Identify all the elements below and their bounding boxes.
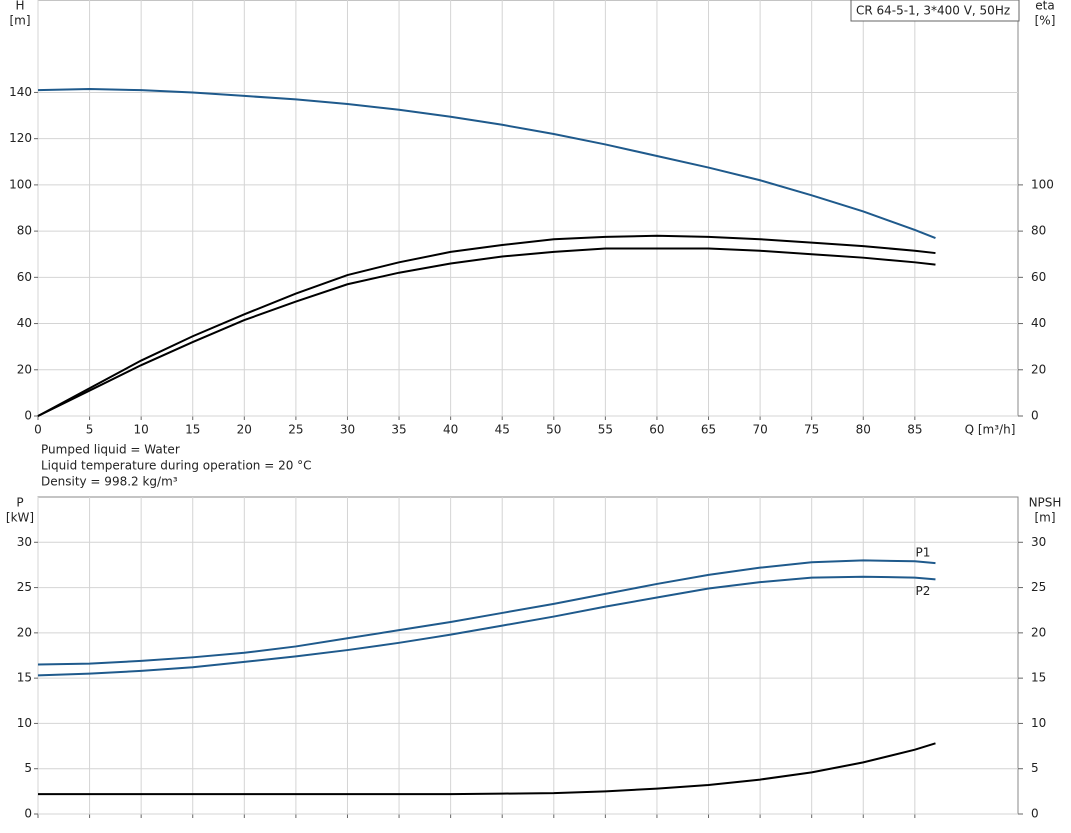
- plot-area: [37, 496, 1019, 815]
- x-tick-label: 15: [185, 423, 200, 437]
- y-tick-label: 140: [9, 85, 32, 99]
- x-tick-label: 25: [288, 423, 303, 437]
- curve: [37, 234, 936, 417]
- y2-tick-label: 25: [1031, 580, 1046, 594]
- plot-area: [37, 0, 1019, 417]
- y-axis-label: P: [16, 496, 23, 510]
- y-axis-label: [kW]: [6, 511, 34, 525]
- y2-tick-label: 100: [1031, 177, 1054, 191]
- curve-label: P1: [915, 546, 930, 560]
- x-tick-label: 5: [86, 423, 94, 437]
- y-tick-label: 100: [9, 177, 32, 191]
- chart-title: CR 64-5-1, 3*400 V, 50Hz: [856, 4, 1010, 18]
- y-tick-label: 80: [17, 224, 32, 238]
- x-tick-label: 75: [804, 423, 819, 437]
- y-tick-label: 20: [17, 625, 32, 639]
- y-tick-label: 30: [17, 535, 32, 549]
- y2-axis-label: [%]: [1035, 14, 1056, 28]
- curve: [37, 575, 936, 677]
- x-tick-label: 20: [237, 423, 252, 437]
- x-axis-label: Q [m³/h]: [965, 423, 1016, 437]
- y2-tick-label: 60: [1031, 270, 1046, 284]
- y2-tick-label: 20: [1031, 625, 1046, 639]
- y-tick-label: 10: [17, 716, 32, 730]
- curve: [37, 87, 936, 239]
- y2-tick-label: 30: [1031, 535, 1046, 549]
- x-tick-label: 80: [856, 423, 871, 437]
- x-tick-label: 65: [701, 423, 716, 437]
- y2-tick-label: 0: [1031, 807, 1039, 821]
- y2-tick-label: 0: [1031, 409, 1039, 423]
- y-tick-label: 20: [17, 362, 32, 376]
- x-tick-label: 0: [34, 423, 42, 437]
- y-tick-label: 40: [17, 316, 32, 330]
- x-tick-label: 55: [598, 423, 613, 437]
- y-tick-label: 0: [24, 409, 32, 423]
- y2-tick-label: 80: [1031, 224, 1046, 238]
- y2-tick-label: 15: [1031, 671, 1046, 685]
- y2-axis-label: eta: [1035, 0, 1054, 13]
- curve: [37, 559, 936, 666]
- note: Pumped liquid = Water: [41, 443, 180, 457]
- note: Liquid temperature during operation = 20…: [41, 459, 312, 473]
- y-tick-label: 15: [17, 671, 32, 685]
- y2-tick-label: 10: [1031, 716, 1046, 730]
- y-tick-label: 120: [9, 131, 32, 145]
- x-tick-label: 85: [907, 423, 922, 437]
- y-axis-label: H: [15, 0, 24, 13]
- curve: [37, 247, 936, 417]
- x-tick-label: 10: [134, 423, 149, 437]
- title-box: [850, 0, 1020, 22]
- x-tick-label: 70: [752, 423, 767, 437]
- y-tick-label: 0: [24, 807, 32, 821]
- curve-label: P2: [915, 584, 930, 598]
- x-tick-label: 60: [649, 423, 664, 437]
- y2-tick-label: 20: [1031, 362, 1046, 376]
- x-tick-label: 45: [495, 423, 510, 437]
- x-tick-label: 30: [340, 423, 355, 437]
- y-tick-label: 25: [17, 580, 32, 594]
- y-tick-label: 5: [24, 761, 32, 775]
- x-tick-label: 40: [443, 423, 458, 437]
- y-axis-label: [m]: [9, 14, 30, 28]
- y2-tick-label: 5: [1031, 761, 1039, 775]
- y-tick-label: 60: [17, 270, 32, 284]
- y2-axis-label: NPSH: [1029, 496, 1062, 510]
- x-tick-label: 35: [391, 423, 406, 437]
- curve: [38, 742, 936, 796]
- y2-axis-label: [m]: [1034, 511, 1055, 525]
- x-tick-label: 50: [546, 423, 561, 437]
- note: Density = 998.2 kg/m³: [41, 475, 178, 489]
- y2-tick-label: 40: [1031, 316, 1046, 330]
